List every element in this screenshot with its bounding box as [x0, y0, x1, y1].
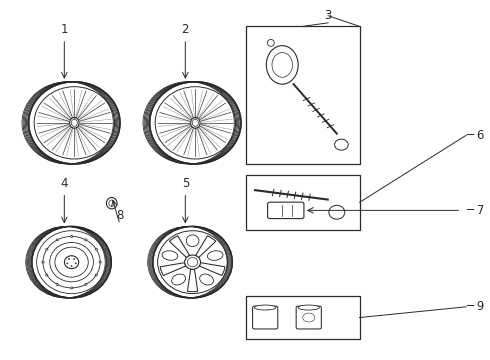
Ellipse shape [85, 283, 87, 285]
Ellipse shape [298, 305, 319, 310]
Text: 2: 2 [182, 23, 189, 36]
Ellipse shape [74, 258, 75, 260]
Ellipse shape [207, 251, 223, 260]
Text: ─ 9: ─ 9 [466, 300, 485, 313]
Ellipse shape [172, 274, 186, 285]
Bar [246, 26, 360, 164]
Ellipse shape [56, 239, 58, 241]
Ellipse shape [71, 287, 73, 289]
Bar [246, 296, 360, 339]
Ellipse shape [185, 255, 200, 269]
Ellipse shape [69, 258, 70, 260]
FancyBboxPatch shape [296, 306, 321, 329]
Ellipse shape [42, 261, 44, 263]
Ellipse shape [64, 256, 79, 269]
Ellipse shape [71, 235, 73, 238]
FancyBboxPatch shape [268, 202, 304, 219]
Ellipse shape [46, 274, 48, 276]
Ellipse shape [254, 305, 276, 310]
Ellipse shape [75, 263, 76, 264]
Text: 3: 3 [324, 9, 332, 22]
Ellipse shape [187, 257, 198, 267]
Text: ─ 6: ─ 6 [466, 129, 485, 142]
Ellipse shape [46, 248, 48, 250]
Ellipse shape [99, 261, 101, 263]
Ellipse shape [200, 274, 214, 285]
Ellipse shape [95, 274, 98, 276]
Text: ─ 7: ─ 7 [466, 204, 485, 217]
Ellipse shape [186, 235, 199, 247]
Ellipse shape [56, 283, 58, 285]
Ellipse shape [85, 239, 87, 241]
FancyBboxPatch shape [253, 306, 278, 329]
Ellipse shape [67, 263, 68, 264]
Text: 8: 8 [116, 209, 123, 222]
Ellipse shape [162, 251, 178, 260]
Text: 4: 4 [61, 177, 68, 190]
Text: 1: 1 [61, 23, 68, 36]
Text: 5: 5 [182, 177, 189, 190]
Ellipse shape [95, 248, 98, 250]
Bar [246, 175, 360, 230]
Ellipse shape [71, 266, 72, 267]
